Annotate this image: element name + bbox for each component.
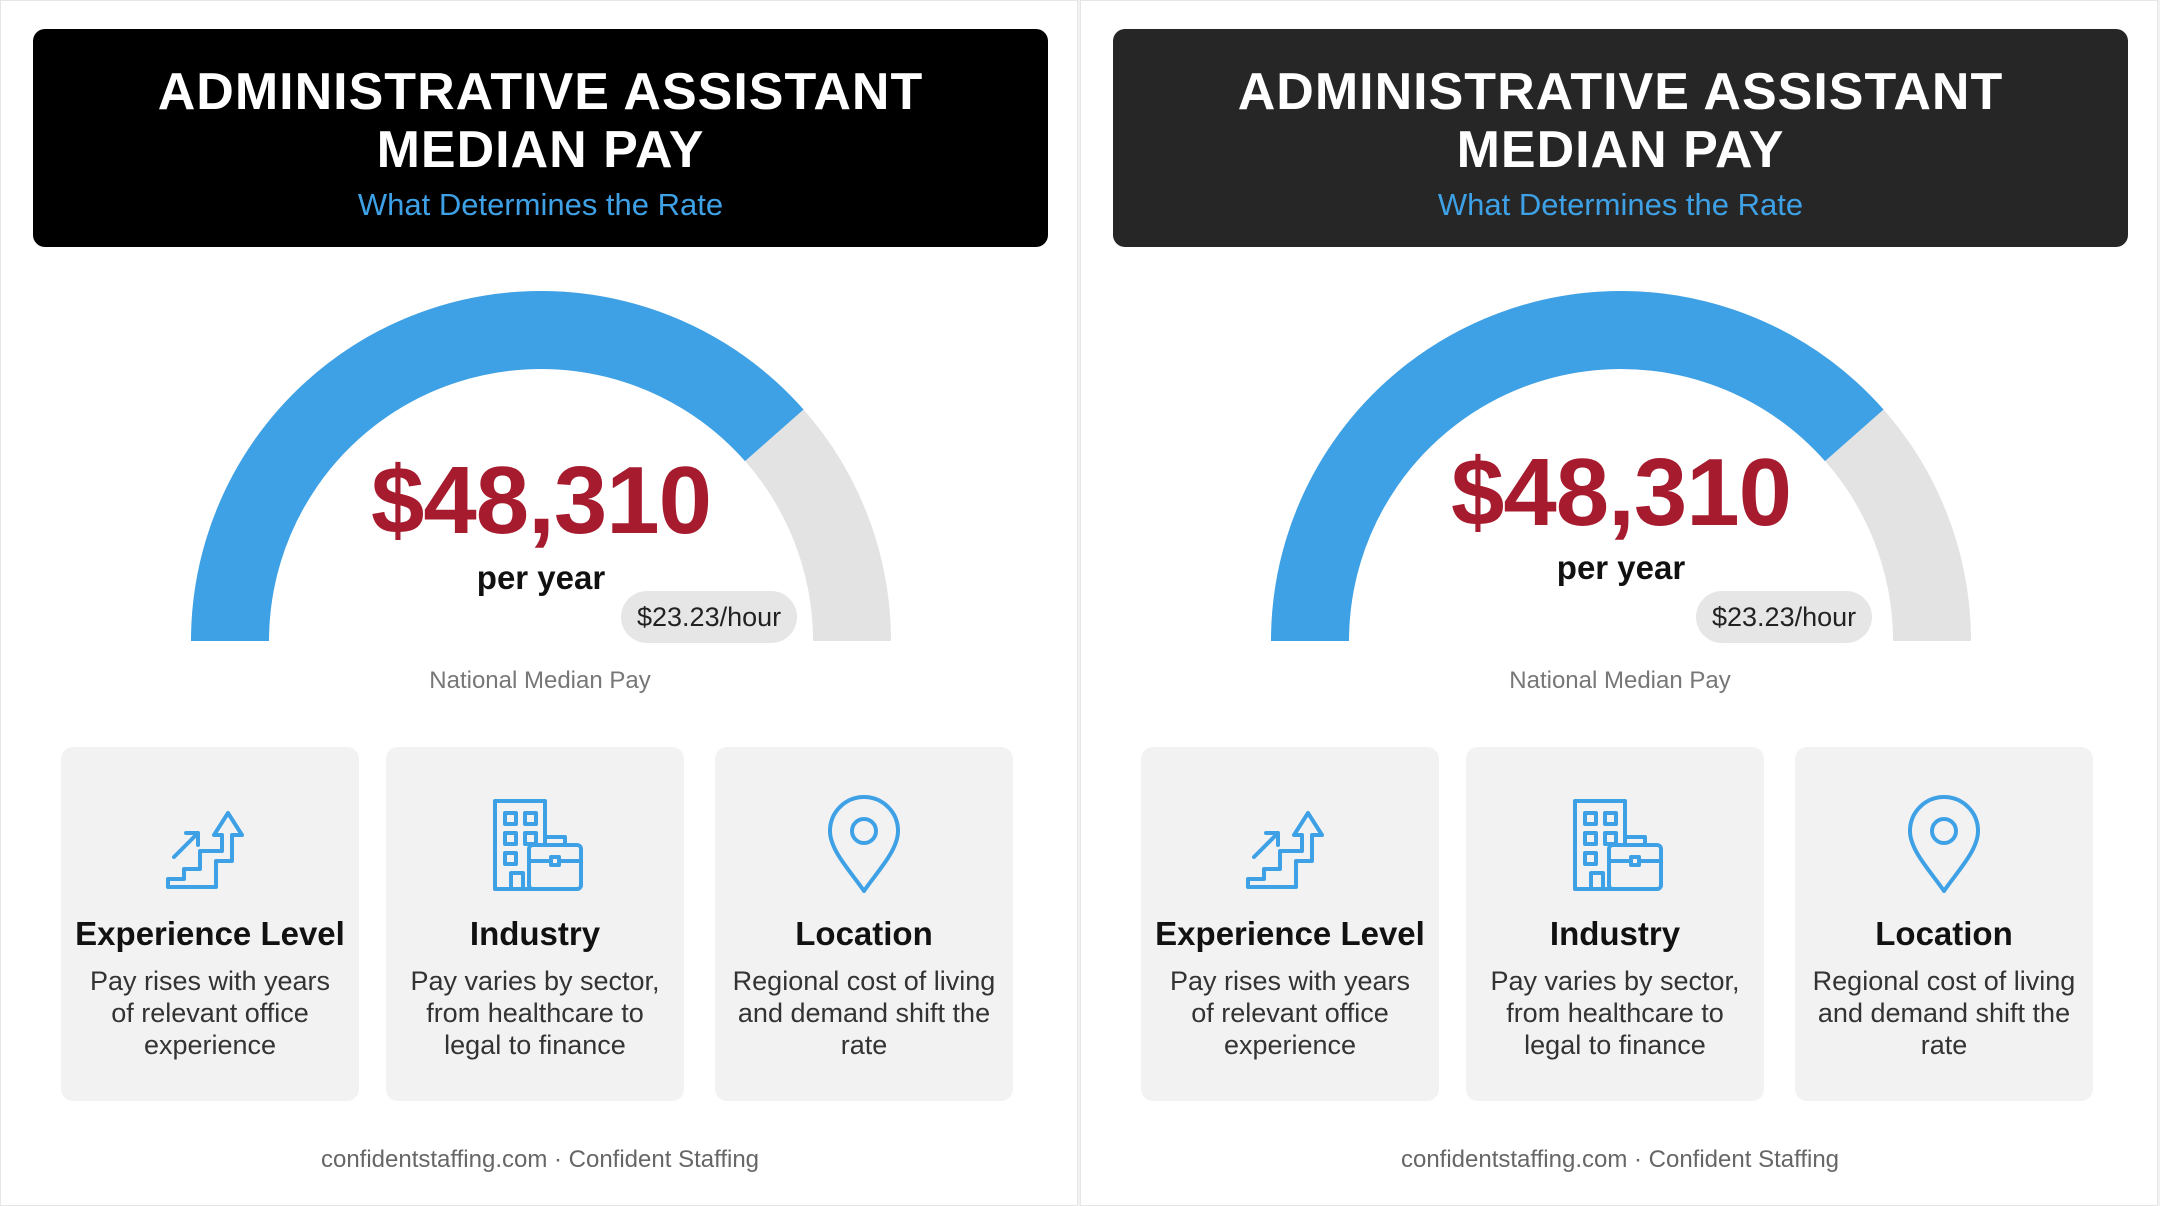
median-pay-amount: $48,310 xyxy=(1450,439,1792,546)
stairs-arrow-icon xyxy=(166,811,244,889)
card-description: Pay rises with years of relevant office … xyxy=(89,966,331,1060)
stairs-arrow-icon xyxy=(1246,811,1324,889)
gauge-fill xyxy=(191,291,804,642)
title-line-2: MEDIAN PAY xyxy=(1456,121,1785,179)
subtitle: What Determines the Rate xyxy=(357,187,724,222)
title-line-2: MEDIAN PAY xyxy=(376,121,705,179)
median-pay-amount: $48,310 xyxy=(370,447,712,554)
infographic-panel-left: ADMINISTRATIVE ASSISTANT MEDIAN PAY What… xyxy=(0,0,1078,1206)
header-banner: ADMINISTRATIVE ASSISTANT MEDIAN PAY What… xyxy=(33,29,1048,247)
card-industry: Industry Pay varies by sector, from heal… xyxy=(386,747,684,1101)
pay-period: per year xyxy=(476,559,606,596)
card-location: Location Regional cost of living and dem… xyxy=(715,747,1013,1101)
pay-gauge: $48,310 per year $23.23/hour xyxy=(1261,291,1981,651)
title-line-1: ADMINISTRATIVE ASSISTANT xyxy=(157,63,924,121)
pay-period: per year xyxy=(1556,549,1686,586)
title-line-1: ADMINISTRATIVE ASSISTANT xyxy=(1237,63,2004,121)
map-pin-icon xyxy=(828,795,900,893)
card-title: Experience Level xyxy=(75,915,345,952)
card-description: Pay rises with years of relevant office … xyxy=(1169,966,1411,1060)
infographic-panel-right: ADMINISTRATIVE ASSISTANT MEDIAN PAY What… xyxy=(1080,0,2158,1206)
building-briefcase-icon xyxy=(1573,799,1663,891)
card-title: Experience Level xyxy=(1155,915,1425,952)
pay-gauge: $48,310 per year $23.23/hour xyxy=(181,291,901,651)
card-title: Industry xyxy=(469,915,601,952)
card-description: Regional cost of living and demand shift… xyxy=(732,966,996,1060)
header-banner: ADMINISTRATIVE ASSISTANT MEDIAN PAY What… xyxy=(1113,29,2128,247)
card-location: Location Regional cost of living and dem… xyxy=(1795,747,2093,1101)
map-pin-icon xyxy=(1908,795,1980,893)
card-experience-level: Experience Level Pay rises with years of… xyxy=(61,747,359,1101)
subtitle: What Determines the Rate xyxy=(1437,187,1804,222)
card-industry: Industry Pay varies by sector, from heal… xyxy=(1466,747,1764,1101)
building-briefcase-icon xyxy=(493,799,583,891)
card-title: Location xyxy=(1875,915,2013,952)
card-description: Pay varies by sector, from healthcare to… xyxy=(410,966,660,1060)
card-experience-level: Experience Level Pay rises with years of… xyxy=(1141,747,1439,1101)
card-description: Regional cost of living and demand shift… xyxy=(1812,966,2076,1060)
card-title: Industry xyxy=(1549,915,1681,952)
gauge-fill xyxy=(1271,291,1884,642)
hourly-rate-badge: $23.23/hour xyxy=(1696,591,1873,643)
gauge-caption: National Median Pay xyxy=(429,667,651,694)
gauge-arc xyxy=(1271,291,1971,642)
footer-source: confidentstaffing.com · Confident Staffi… xyxy=(1400,1146,1840,1173)
card-title: Location xyxy=(795,915,933,952)
gauge-arc xyxy=(191,291,891,642)
hourly-rate-badge: $23.23/hour xyxy=(621,591,798,643)
footer-source: confidentstaffing.com · Confident Staffi… xyxy=(320,1146,760,1173)
gauge-caption: National Median Pay xyxy=(1509,667,1731,694)
card-description: Pay varies by sector, from healthcare to… xyxy=(1490,966,1740,1060)
